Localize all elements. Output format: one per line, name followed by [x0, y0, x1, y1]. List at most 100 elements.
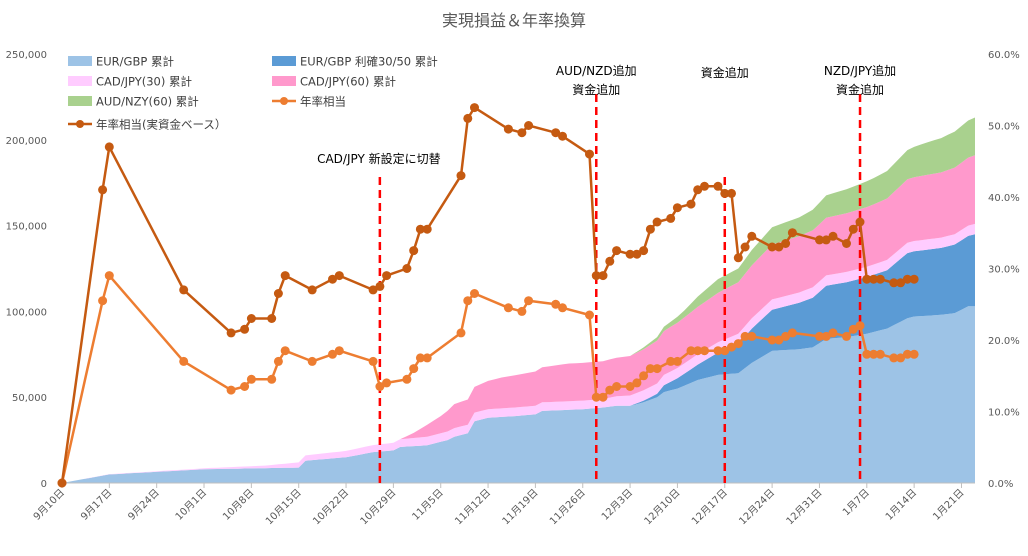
line-point	[686, 199, 696, 209]
line-point	[713, 181, 723, 191]
y-left-tick-label: 200,000	[6, 136, 47, 147]
line-point	[774, 335, 784, 345]
line-point	[422, 224, 432, 234]
line-point	[226, 385, 236, 395]
line-point	[503, 124, 513, 134]
vertical-marker-label: 資金追加	[701, 65, 749, 80]
line-point	[869, 349, 879, 359]
line-point	[605, 385, 615, 395]
legend-swatch-marker	[76, 120, 84, 128]
line-point	[558, 303, 567, 313]
y-left-tick-label: 100,000	[6, 307, 47, 318]
line-point	[767, 335, 777, 345]
x-tick-label: 10月29日	[358, 487, 399, 528]
line-point	[781, 331, 791, 341]
line-point	[645, 364, 655, 374]
line-point	[605, 256, 615, 266]
x-tick-label: 1月14日	[883, 487, 919, 523]
line-point	[666, 213, 676, 223]
line-point	[612, 382, 622, 391]
line-point	[273, 356, 283, 366]
line-point	[598, 392, 608, 402]
line-point	[713, 346, 723, 356]
line-point	[842, 239, 851, 248]
line-point	[470, 103, 479, 113]
line-series-group	[57, 103, 919, 488]
x-tick-label: 12月31日	[784, 487, 825, 528]
x-tick-label: 10月22日	[311, 487, 352, 528]
y-left-tick-label: 150,000	[6, 222, 47, 233]
line-point	[902, 349, 912, 359]
line-point	[855, 217, 865, 227]
legend-swatch	[272, 56, 296, 66]
line-point	[740, 331, 750, 341]
legend-swatch	[272, 76, 296, 86]
line-point	[815, 235, 824, 245]
line-point	[693, 185, 703, 195]
line-point	[375, 382, 385, 391]
line-point	[889, 278, 899, 288]
y-right-tick-label: 30.0%	[988, 265, 1020, 276]
line-point	[240, 324, 250, 334]
line-point	[517, 128, 527, 138]
line-point	[842, 331, 851, 341]
line-point	[747, 331, 757, 341]
line-point	[639, 246, 649, 256]
x-tick-label: 9月10日	[31, 487, 67, 523]
legend-entry: 年率相当	[300, 95, 346, 109]
area-series-1	[62, 306, 975, 483]
line-point	[693, 346, 703, 356]
chart-title: 実現損益＆年率換算	[442, 11, 586, 30]
line-point	[273, 289, 283, 298]
y-right-tick-label: 50.0%	[988, 122, 1020, 133]
line-point	[909, 274, 919, 284]
line-point	[591, 271, 601, 281]
area-series-group	[62, 117, 975, 483]
x-tick-label: 12月17日	[689, 487, 730, 528]
line-point	[98, 296, 108, 306]
y-right-tick-label: 40.0%	[988, 193, 1020, 204]
line-point	[828, 328, 838, 338]
line-point	[598, 271, 608, 281]
x-tick-label: 11月19日	[500, 487, 541, 528]
x-tick-label: 11月5日	[410, 487, 446, 523]
line-point	[625, 249, 635, 259]
line-point	[280, 346, 290, 356]
line-point	[821, 235, 831, 245]
vertical-marker-label: AUD/NZD追加	[556, 63, 637, 78]
line-point	[862, 349, 872, 359]
x-tick-label: 11月26日	[547, 487, 588, 528]
line-point	[551, 299, 561, 309]
line-point	[375, 281, 385, 291]
line-point	[652, 217, 662, 227]
line-point	[551, 128, 561, 138]
line-point	[415, 353, 425, 363]
line-point	[815, 331, 824, 341]
line-point	[334, 346, 344, 356]
line-point	[652, 364, 662, 374]
legend-swatch	[68, 96, 92, 106]
line-point	[875, 349, 885, 359]
x-tick-label: 12月10日	[642, 487, 683, 528]
line-point	[585, 149, 594, 159]
line-point	[869, 274, 879, 284]
line-point	[246, 374, 256, 384]
line-point	[848, 224, 858, 234]
y-right-tick-label: 10.0%	[988, 408, 1020, 419]
line-point	[470, 289, 479, 298]
line-point	[672, 356, 682, 366]
line-point	[267, 314, 277, 323]
line-point	[591, 392, 601, 402]
line-point	[409, 364, 419, 374]
vertical-marker-label: 資金追加	[836, 82, 884, 97]
x-tick-label: 12月3日	[599, 487, 635, 523]
line-point	[463, 296, 473, 306]
line-point	[382, 271, 392, 281]
line-point	[503, 303, 513, 313]
legend-entry: AUD/NZY(60) 累計	[96, 95, 199, 109]
line-point	[267, 374, 277, 384]
line-point	[382, 378, 392, 388]
line-point	[226, 328, 236, 338]
line-point	[848, 324, 858, 334]
